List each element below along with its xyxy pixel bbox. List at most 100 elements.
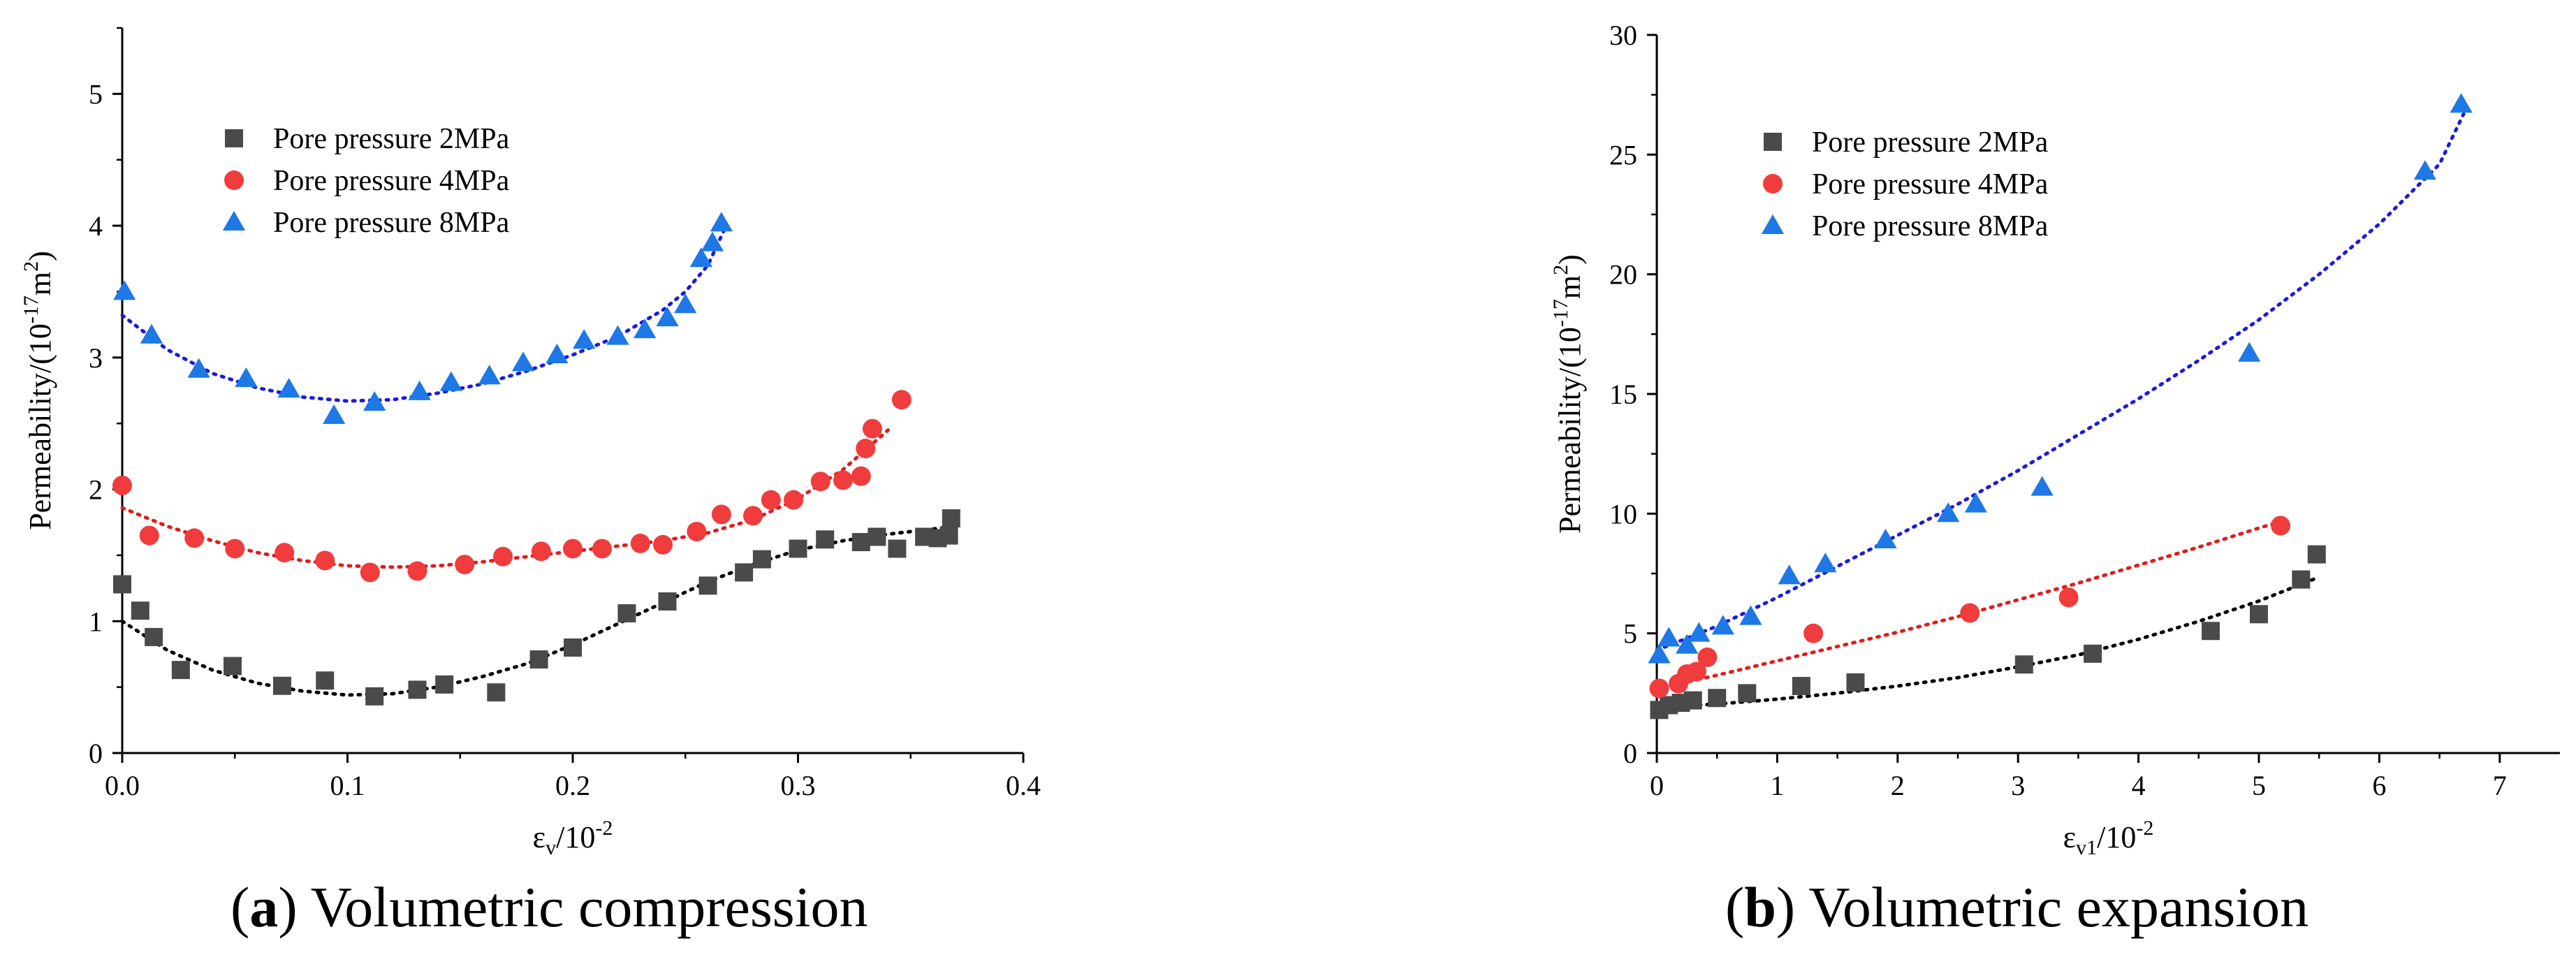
y-tick-label-b-1: 5 — [1623, 618, 1637, 650]
caption-b: (b) Volumetric expansion — [1725, 875, 2309, 939]
point-a-2-3 — [235, 367, 258, 387]
x-label-sub-b: v1 — [2076, 836, 2097, 859]
point-a-1-17 — [743, 506, 763, 526]
y-label-unit-exp-a: 2 — [20, 261, 43, 272]
point-b-1-5 — [1803, 623, 1824, 643]
point-b-2-14 — [2450, 93, 2473, 113]
chart-a: 0.0 0.1 0.2 0.3 0.4 0 1 2 3 4 5 εv/10-2 Permeability… — [20, 27, 1041, 859]
y-tick-label-b-6: 30 — [1609, 20, 1637, 51]
point-a-0-22 — [888, 539, 907, 558]
point-b-2-3 — [1688, 622, 1711, 642]
point-a-2-14 — [634, 319, 657, 339]
x-tick-label-b-7: 7 — [2493, 770, 2507, 801]
point-b-0-12 — [2292, 570, 2311, 589]
point-a-2-2 — [187, 358, 210, 378]
point-a-2-12 — [573, 329, 596, 349]
point-a-1-3 — [225, 539, 245, 559]
point-b-0-9 — [2084, 644, 2102, 663]
y-tick-label-b-3: 15 — [1609, 379, 1637, 410]
x-tick-label-a-3: 0.3 — [781, 770, 816, 801]
point-a-2-6 — [363, 390, 386, 411]
point-b-2-11 — [2030, 476, 2054, 496]
y-tick-label-b-2: 10 — [1609, 498, 1637, 530]
y-label-close-a: ) — [23, 251, 57, 261]
caption-a-label: a — [249, 875, 279, 939]
point-a-1-19 — [784, 490, 804, 510]
point-a-1-11 — [563, 539, 583, 559]
y-label-main-a: Permeability/(10 — [23, 323, 57, 530]
point-a-2-5 — [323, 404, 346, 424]
y-tick-label-a-5: 5 — [89, 78, 103, 110]
point-a-0-11 — [529, 650, 548, 669]
legend-label-a-1: Pore pressure 4MPa — [273, 165, 510, 197]
caption-b-label: b — [1744, 875, 1776, 939]
point-b-2-1 — [1657, 627, 1681, 647]
point-a-0-4 — [224, 657, 242, 675]
legend-marker-b-1 — [1763, 174, 1783, 193]
point-a-2-7 — [408, 380, 431, 400]
point-a-0-19 — [816, 530, 835, 549]
point-a-1-21 — [833, 470, 853, 490]
point-a-2-13 — [606, 325, 629, 345]
point-a-2-17 — [689, 247, 712, 268]
y-tick-label-b-5: 25 — [1609, 139, 1637, 170]
point-a-0-8 — [408, 680, 427, 699]
point-b-2-13 — [2413, 160, 2437, 180]
x-tick-label-b-5: 5 — [2252, 770, 2266, 801]
point-a-0-6 — [316, 671, 335, 690]
point-a-0-14 — [658, 592, 677, 611]
point-a-0-2 — [145, 627, 163, 646]
chart-b: 0 1 2 3 4 5 6 7 0 5 10 15 20 25 30 εv1/10-2 Permeability… — [1549, 20, 2560, 859]
point-a-1-23 — [856, 439, 876, 459]
point-b-2-9 — [1937, 502, 1960, 523]
legend-label-b-0: Pore pressure 2MPa — [1812, 126, 2049, 159]
legend-label-b-2: Pore pressure 8MPa — [1812, 210, 2049, 242]
y-label-unit-exp-b: 2 — [1549, 265, 1572, 275]
point-a-0-20 — [851, 533, 870, 552]
point-a-1-10 — [531, 541, 551, 562]
x-tick-label-a-1: 0.1 — [330, 770, 365, 801]
point-a-0-13 — [617, 604, 636, 622]
point-a-0-26 — [942, 509, 960, 528]
point-a-0-25 — [939, 526, 958, 545]
point-b-2-12 — [2238, 342, 2261, 362]
point-a-1-4 — [275, 543, 295, 563]
point-a-1-9 — [493, 546, 513, 567]
y-tick-label-a-4: 4 — [89, 210, 103, 242]
trend-line-a-0 — [120, 524, 958, 697]
point-b-0-7 — [1846, 673, 1865, 692]
x-label-symbol-b: ε — [2063, 820, 2076, 854]
x-label-rest-a: /10 — [556, 820, 595, 854]
x-tick-label-a-4: 0.4 — [1006, 770, 1041, 801]
y-tick-label-a-0: 0 — [89, 738, 103, 769]
point-a-1-7 — [407, 561, 427, 581]
trend-line-a-2 — [120, 229, 726, 403]
point-b-2-5 — [1739, 605, 1762, 625]
point-a-1-20 — [810, 472, 830, 492]
legend-marker-a-0 — [225, 129, 243, 147]
point-a-1-8 — [455, 555, 475, 575]
point-a-2-11 — [546, 343, 569, 364]
point-a-0-12 — [564, 638, 582, 657]
point-b-1-3 — [1686, 662, 1706, 682]
y-tick-label-a-2: 2 — [89, 474, 103, 506]
point-a-2-18 — [701, 231, 724, 251]
point-a-0-17 — [752, 550, 771, 569]
trend-line-a-1 — [120, 428, 890, 569]
point-a-1-0 — [112, 475, 132, 495]
point-a-1-14 — [653, 534, 673, 555]
point-a-0-15 — [698, 576, 717, 595]
point-b-0-4 — [1708, 689, 1727, 708]
point-a-0-1 — [131, 601, 149, 620]
x-tick-label-b-4: 4 — [2132, 770, 2146, 801]
legend-marker-b-2 — [1761, 214, 1785, 234]
caption-a-text: Volumetric compression — [310, 875, 868, 939]
y-label-close-b: ) — [1553, 254, 1587, 265]
x-label-symbol-a: ε — [533, 820, 546, 854]
y-label-unit-a: m — [23, 272, 57, 295]
point-a-1-2 — [184, 528, 205, 548]
legend-marker-a-1 — [224, 170, 244, 190]
y-axis-label-b: Permeability/(10-17m2) — [1549, 254, 1587, 534]
x-label-sub-a: v — [546, 836, 556, 859]
point-a-1-5 — [315, 550, 335, 571]
